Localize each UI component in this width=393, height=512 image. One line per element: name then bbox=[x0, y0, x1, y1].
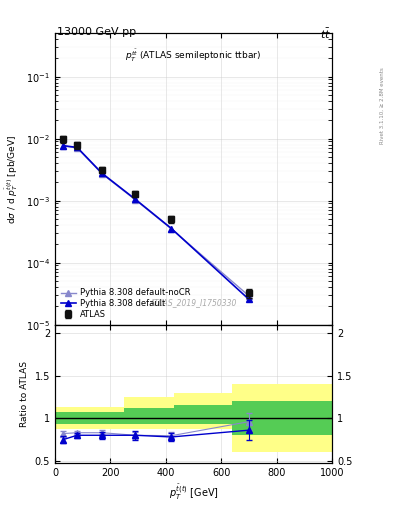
Text: ATLAS_2019_I1750330: ATLAS_2019_I1750330 bbox=[150, 298, 237, 307]
X-axis label: $p_T^{\bar{t}(t)}$ [GeV]: $p_T^{\bar{t}(t)}$ [GeV] bbox=[169, 482, 219, 502]
Pythia 8.308 default-noCR bbox=[61, 143, 66, 149]
Pythia 8.308 default-noCR bbox=[100, 171, 105, 177]
Pythia 8.308 default-noCR bbox=[75, 145, 79, 151]
Line: Pythia 8.308 default-noCR: Pythia 8.308 default-noCR bbox=[61, 143, 252, 298]
Pythia 8.308 default bbox=[247, 296, 252, 303]
Pythia 8.308 default bbox=[100, 170, 105, 177]
Text: 13000 GeV pp: 13000 GeV pp bbox=[57, 27, 136, 37]
Text: $t\bar{t}$: $t\bar{t}$ bbox=[320, 27, 331, 41]
Pythia 8.308 default-noCR bbox=[247, 293, 252, 299]
Y-axis label: d$\sigma$ / d $p_T^{\bar{t}(t)}$ [pb/GeV]: d$\sigma$ / d $p_T^{\bar{t}(t)}$ [pb/GeV… bbox=[4, 134, 20, 224]
Y-axis label: Ratio to ATLAS: Ratio to ATLAS bbox=[20, 361, 29, 427]
Pythia 8.308 default-noCR bbox=[169, 226, 174, 232]
Text: $p_T^{t\bar{t}}$ (ATLAS semileptonic ttbar): $p_T^{t\bar{t}}$ (ATLAS semileptonic ttb… bbox=[125, 48, 262, 64]
Pythia 8.308 default bbox=[75, 144, 79, 151]
Pythia 8.308 default bbox=[169, 225, 174, 231]
Pythia 8.308 default-noCR bbox=[133, 197, 138, 203]
Pythia 8.308 default bbox=[133, 196, 138, 202]
Line: Pythia 8.308 default: Pythia 8.308 default bbox=[61, 143, 252, 302]
Text: Rivet 3.1.10, ≥ 2.8M events: Rivet 3.1.10, ≥ 2.8M events bbox=[380, 68, 384, 144]
Pythia 8.308 default bbox=[61, 142, 66, 148]
Legend: Pythia 8.308 default-noCR, Pythia 8.308 default, ATLAS: Pythia 8.308 default-noCR, Pythia 8.308 … bbox=[59, 287, 192, 321]
